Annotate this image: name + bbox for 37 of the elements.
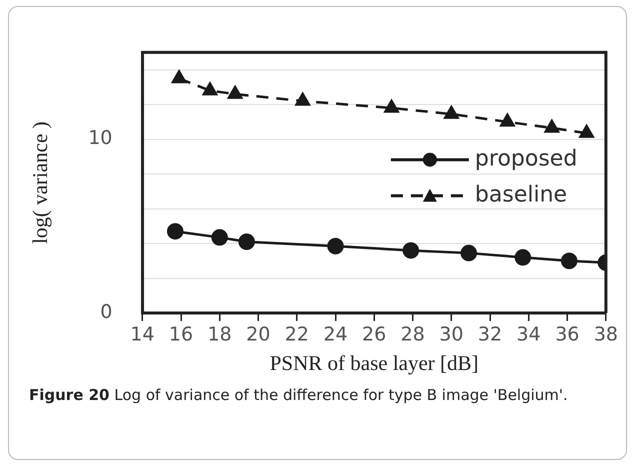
x-tick-label: 34 [516, 323, 541, 346]
point [238, 234, 255, 250]
x-tick-label: 36 [555, 323, 580, 346]
point [202, 82, 218, 96]
x-tick-label: 32 [478, 323, 502, 346]
x-tick-label: 30 [439, 323, 464, 346]
point [327, 238, 344, 254]
point [444, 106, 459, 119]
x-tick-label: 26 [362, 323, 386, 346]
y-axis-title: log( variance ) [28, 121, 52, 244]
x-tick-label: 16 [168, 323, 194, 346]
point [228, 86, 242, 99]
point [579, 124, 594, 138]
y-tick-label: 0 [100, 300, 112, 323]
x-tick-label: 28 [400, 323, 425, 346]
point [544, 120, 560, 133]
point [295, 92, 310, 106]
point [166, 223, 184, 240]
point [460, 244, 478, 262]
x-tick-label: 14 [130, 323, 154, 346]
legend-label: baseline [474, 182, 568, 208]
point [500, 114, 515, 127]
point [402, 242, 420, 259]
legend-label: proposed [474, 146, 578, 172]
caption: Figure 20 Log of variance of the difference for type B image 'Belgium'. [29, 385, 569, 406]
y-tick-label: 10 [88, 127, 112, 150]
x-tick-label: 38 [594, 323, 618, 346]
point [172, 70, 186, 84]
point [560, 252, 578, 270]
x-axis-title: PSNR of base layer [dB] [270, 350, 479, 375]
point [514, 249, 532, 266]
x-tick-label: 22 [284, 323, 309, 346]
point [211, 229, 228, 246]
x-tick-label: 20 [246, 323, 270, 346]
x-tick-label: 24 [323, 323, 348, 346]
point [384, 100, 399, 113]
x-tick-label: 18 [208, 323, 232, 346]
